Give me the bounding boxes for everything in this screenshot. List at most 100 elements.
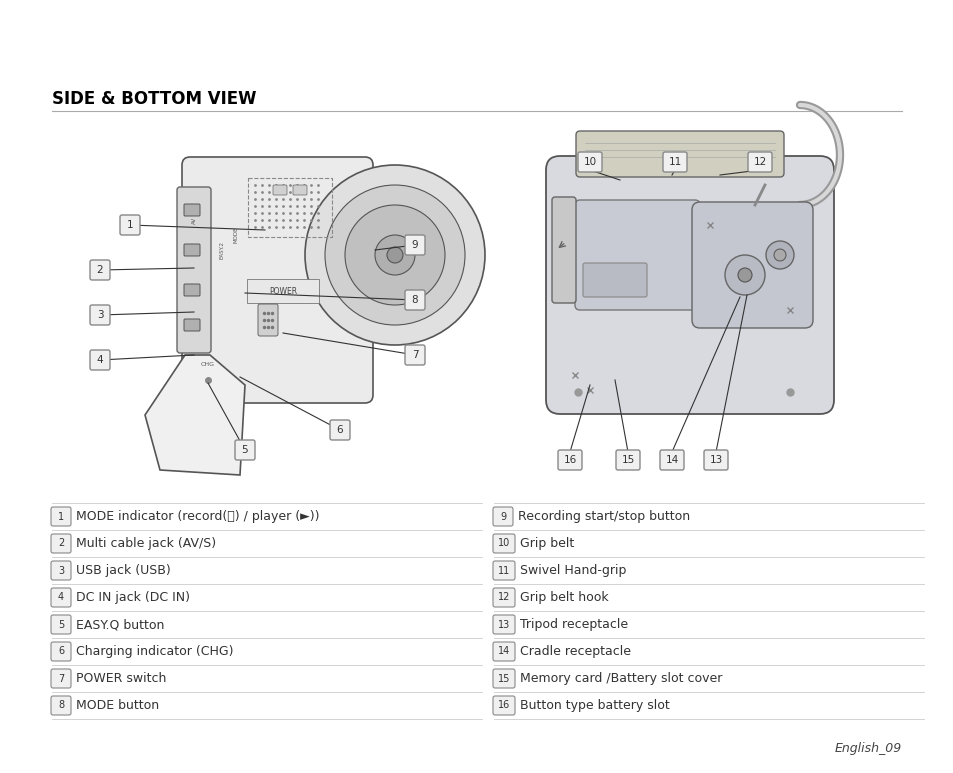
Text: 6: 6 bbox=[58, 646, 64, 656]
FancyBboxPatch shape bbox=[493, 507, 513, 526]
Text: 5: 5 bbox=[58, 619, 64, 629]
Text: 12: 12 bbox=[497, 592, 510, 602]
Circle shape bbox=[375, 235, 415, 275]
FancyBboxPatch shape bbox=[493, 615, 515, 634]
FancyBboxPatch shape bbox=[575, 200, 700, 310]
FancyBboxPatch shape bbox=[177, 187, 211, 353]
Circle shape bbox=[305, 165, 484, 345]
Text: Tripod receptacle: Tripod receptacle bbox=[519, 618, 627, 631]
Text: EASY.2: EASY.2 bbox=[219, 241, 224, 259]
FancyBboxPatch shape bbox=[90, 305, 110, 325]
Text: POWER: POWER bbox=[269, 287, 296, 295]
Text: 15: 15 bbox=[497, 673, 510, 683]
FancyBboxPatch shape bbox=[691, 202, 812, 328]
FancyBboxPatch shape bbox=[747, 152, 771, 172]
FancyBboxPatch shape bbox=[51, 588, 71, 607]
FancyBboxPatch shape bbox=[51, 696, 71, 715]
Text: Grip belt: Grip belt bbox=[519, 537, 574, 550]
FancyBboxPatch shape bbox=[330, 420, 350, 440]
Text: 9: 9 bbox=[412, 240, 417, 250]
FancyBboxPatch shape bbox=[184, 319, 200, 331]
FancyBboxPatch shape bbox=[184, 284, 200, 296]
FancyBboxPatch shape bbox=[273, 185, 287, 195]
Text: 8: 8 bbox=[58, 700, 64, 710]
Text: MODE indicator (record(🎥) / player (►)): MODE indicator (record(🎥) / player (►)) bbox=[76, 510, 319, 523]
Text: 14: 14 bbox=[664, 455, 678, 465]
FancyBboxPatch shape bbox=[51, 642, 71, 661]
Text: 10: 10 bbox=[497, 539, 510, 549]
Text: 2: 2 bbox=[96, 265, 103, 275]
Text: 3: 3 bbox=[96, 310, 103, 320]
Text: 8: 8 bbox=[412, 295, 417, 305]
FancyBboxPatch shape bbox=[51, 507, 71, 526]
FancyBboxPatch shape bbox=[90, 260, 110, 280]
Text: 7: 7 bbox=[412, 350, 417, 360]
FancyBboxPatch shape bbox=[234, 440, 254, 460]
FancyBboxPatch shape bbox=[51, 534, 71, 553]
Text: 13: 13 bbox=[709, 455, 721, 465]
Circle shape bbox=[773, 249, 785, 261]
FancyBboxPatch shape bbox=[182, 157, 373, 403]
FancyBboxPatch shape bbox=[405, 345, 424, 365]
FancyBboxPatch shape bbox=[493, 696, 515, 715]
Text: 1: 1 bbox=[58, 512, 64, 522]
Text: Charging indicator (CHG): Charging indicator (CHG) bbox=[76, 645, 233, 658]
Text: 12: 12 bbox=[753, 157, 766, 167]
Text: Cradle receptacle: Cradle receptacle bbox=[519, 645, 630, 658]
Text: 7: 7 bbox=[58, 673, 64, 683]
Text: Button type battery slot: Button type battery slot bbox=[519, 699, 669, 712]
Text: CHG: CHG bbox=[201, 363, 214, 367]
FancyBboxPatch shape bbox=[184, 244, 200, 256]
FancyBboxPatch shape bbox=[493, 561, 515, 580]
Text: AV: AV bbox=[192, 216, 196, 223]
Text: MODE: MODE bbox=[233, 226, 238, 243]
Text: 14: 14 bbox=[497, 646, 510, 656]
Text: MODE button: MODE button bbox=[76, 699, 159, 712]
FancyBboxPatch shape bbox=[576, 131, 783, 177]
Text: 6: 6 bbox=[336, 425, 343, 435]
Circle shape bbox=[325, 185, 464, 325]
Circle shape bbox=[765, 241, 793, 269]
FancyBboxPatch shape bbox=[493, 642, 515, 661]
FancyBboxPatch shape bbox=[293, 185, 307, 195]
Text: 10: 10 bbox=[583, 157, 596, 167]
Text: 5: 5 bbox=[241, 445, 248, 455]
FancyBboxPatch shape bbox=[703, 450, 727, 470]
Text: DC IN jack (DC IN): DC IN jack (DC IN) bbox=[76, 591, 190, 604]
Text: EASY.Q button: EASY.Q button bbox=[76, 618, 164, 631]
Circle shape bbox=[738, 268, 751, 282]
Text: Memory card /Battery slot cover: Memory card /Battery slot cover bbox=[519, 672, 721, 685]
FancyBboxPatch shape bbox=[120, 215, 140, 235]
Text: SIDE & BOTTOM VIEW: SIDE & BOTTOM VIEW bbox=[52, 90, 256, 108]
FancyBboxPatch shape bbox=[493, 588, 515, 607]
Text: 3: 3 bbox=[58, 566, 64, 576]
FancyBboxPatch shape bbox=[545, 156, 833, 414]
Circle shape bbox=[724, 255, 764, 295]
Text: USB jack (USB): USB jack (USB) bbox=[76, 564, 171, 577]
FancyBboxPatch shape bbox=[184, 204, 200, 216]
FancyBboxPatch shape bbox=[51, 615, 71, 634]
Text: 11: 11 bbox=[668, 157, 680, 167]
Text: POWER switch: POWER switch bbox=[76, 672, 166, 685]
FancyBboxPatch shape bbox=[659, 450, 683, 470]
FancyBboxPatch shape bbox=[493, 534, 515, 553]
Text: 16: 16 bbox=[497, 700, 510, 710]
Text: Swivel Hand-grip: Swivel Hand-grip bbox=[519, 564, 626, 577]
Text: 16: 16 bbox=[563, 455, 576, 465]
FancyBboxPatch shape bbox=[257, 304, 277, 336]
FancyBboxPatch shape bbox=[616, 450, 639, 470]
Text: 9: 9 bbox=[499, 512, 505, 522]
Text: 4: 4 bbox=[96, 355, 103, 365]
Text: 13: 13 bbox=[497, 619, 510, 629]
FancyBboxPatch shape bbox=[405, 290, 424, 310]
Text: 15: 15 bbox=[620, 455, 634, 465]
Text: 1: 1 bbox=[127, 220, 133, 230]
Text: 11: 11 bbox=[497, 566, 510, 576]
Text: 2: 2 bbox=[58, 539, 64, 549]
Text: Grip belt hook: Grip belt hook bbox=[519, 591, 608, 604]
FancyBboxPatch shape bbox=[582, 263, 646, 297]
Text: English_09: English_09 bbox=[834, 742, 901, 755]
Text: Recording start/stop button: Recording start/stop button bbox=[517, 510, 689, 523]
Circle shape bbox=[345, 205, 444, 305]
FancyBboxPatch shape bbox=[578, 152, 601, 172]
